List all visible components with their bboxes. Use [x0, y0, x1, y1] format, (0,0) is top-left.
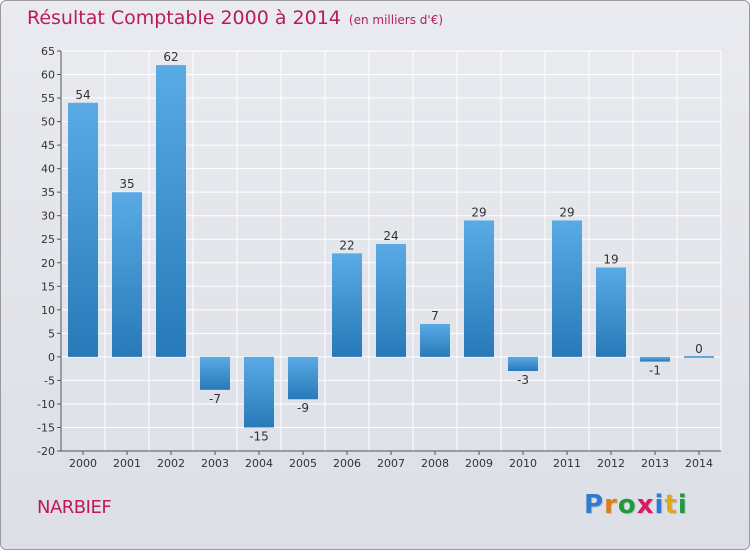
- y-tick-label: 55: [41, 92, 55, 105]
- bar-2013[interactable]: [640, 356, 670, 362]
- y-tick-label: 30: [41, 210, 55, 223]
- logo-letter: x: [636, 490, 655, 520]
- x-tick-label: 2009: [465, 457, 493, 470]
- bar-2003[interactable]: [200, 356, 230, 390]
- value-label-2007: 24: [383, 229, 398, 243]
- bar-2005[interactable]: [288, 356, 318, 400]
- bar-2011[interactable]: [552, 220, 582, 357]
- value-label-2013: -1: [649, 364, 661, 378]
- value-label-2005: -9: [297, 401, 309, 415]
- x-tick-label: 2006: [333, 457, 361, 470]
- y-tick-label: 20: [41, 257, 55, 270]
- y-tick-label: 25: [41, 233, 55, 246]
- bar-2004[interactable]: [244, 356, 274, 428]
- y-tick-label: 50: [41, 116, 55, 129]
- x-tick-label: 2008: [421, 457, 449, 470]
- bar-2001[interactable]: [112, 192, 142, 357]
- x-tick-label: 2011: [553, 457, 581, 470]
- x-tick-label: 2005: [289, 457, 317, 470]
- y-tick-label: 40: [41, 163, 55, 176]
- x-tick-label: 2003: [201, 457, 229, 470]
- logo-letter: P: [584, 490, 605, 520]
- y-tick-label: 65: [41, 45, 55, 58]
- value-label-2011: 29: [559, 205, 574, 219]
- value-label-2001: 35: [119, 177, 134, 191]
- bar-2006[interactable]: [332, 253, 362, 357]
- y-tick-label: 45: [41, 139, 55, 152]
- y-tick-label: 5: [48, 327, 55, 340]
- y-tick-label: 0: [48, 351, 55, 364]
- value-label-2014: 0: [695, 342, 703, 356]
- value-label-2006: 22: [339, 238, 354, 252]
- bar-2000[interactable]: [68, 102, 98, 357]
- x-tick-label: 2002: [157, 457, 185, 470]
- value-label-2002: 62: [163, 50, 178, 64]
- chart-title: Résultat Comptable 2000 à 2014 (en millie…: [27, 7, 443, 29]
- x-tick-label: 2001: [113, 457, 141, 470]
- logo-letter: i: [654, 490, 665, 520]
- value-label-2010: -3: [517, 373, 529, 387]
- value-label-2009: 29: [471, 205, 486, 219]
- x-tick-label: 2010: [509, 457, 537, 470]
- axes: -20-15-10-505101520253035404550556065200…: [37, 45, 721, 470]
- y-tick-label: -15: [37, 421, 55, 434]
- bars: [68, 65, 714, 428]
- x-tick-label: 2007: [377, 457, 405, 470]
- value-label-2008: 7: [431, 309, 439, 323]
- bar-2002[interactable]: [156, 65, 186, 357]
- value-label-2004: -15: [249, 429, 269, 443]
- y-tick-label: 35: [41, 186, 55, 199]
- logo-letter: t: [664, 490, 678, 520]
- x-tick-label: 2013: [641, 457, 669, 470]
- bar-2007[interactable]: [376, 243, 406, 357]
- bar-2012[interactable]: [596, 267, 626, 357]
- x-tick-label: 2004: [245, 457, 273, 470]
- chart-title-text: Résultat Comptable 2000 à 2014: [27, 7, 341, 29]
- proxiti-logo[interactable]: Proxiti: [584, 490, 688, 520]
- x-tick-label: 2012: [597, 457, 625, 470]
- value-label-2012: 19: [603, 252, 618, 266]
- logo-letter: i: [677, 490, 688, 520]
- data-labels: 54 35 62 -7 -15 -9 22 24 7 29 -3 29 19 -1 0: [75, 50, 702, 443]
- y-tick-label: 10: [41, 304, 55, 317]
- y-tick-label: 60: [41, 69, 55, 82]
- bar-2014[interactable]: [684, 356, 714, 358]
- commune-name: NARBIEF: [37, 497, 112, 518]
- bar-2010[interactable]: [508, 356, 538, 371]
- chart-title-unit: (en milliers d'€): [348, 13, 444, 27]
- y-tick-label: -5: [44, 374, 55, 387]
- x-tick-label: 2014: [685, 457, 713, 470]
- x-tick-label: 2000: [69, 457, 97, 470]
- y-tick-label: -10: [37, 398, 55, 411]
- y-tick-label: -20: [37, 445, 55, 458]
- value-label-2000: 54: [75, 88, 90, 102]
- value-label-2003: -7: [209, 392, 221, 406]
- bar-2009[interactable]: [464, 220, 494, 357]
- y-tick-label: 15: [41, 280, 55, 293]
- logo-letter: r: [604, 490, 618, 520]
- bar-2008[interactable]: [420, 323, 450, 357]
- logo-letter: o: [617, 490, 637, 520]
